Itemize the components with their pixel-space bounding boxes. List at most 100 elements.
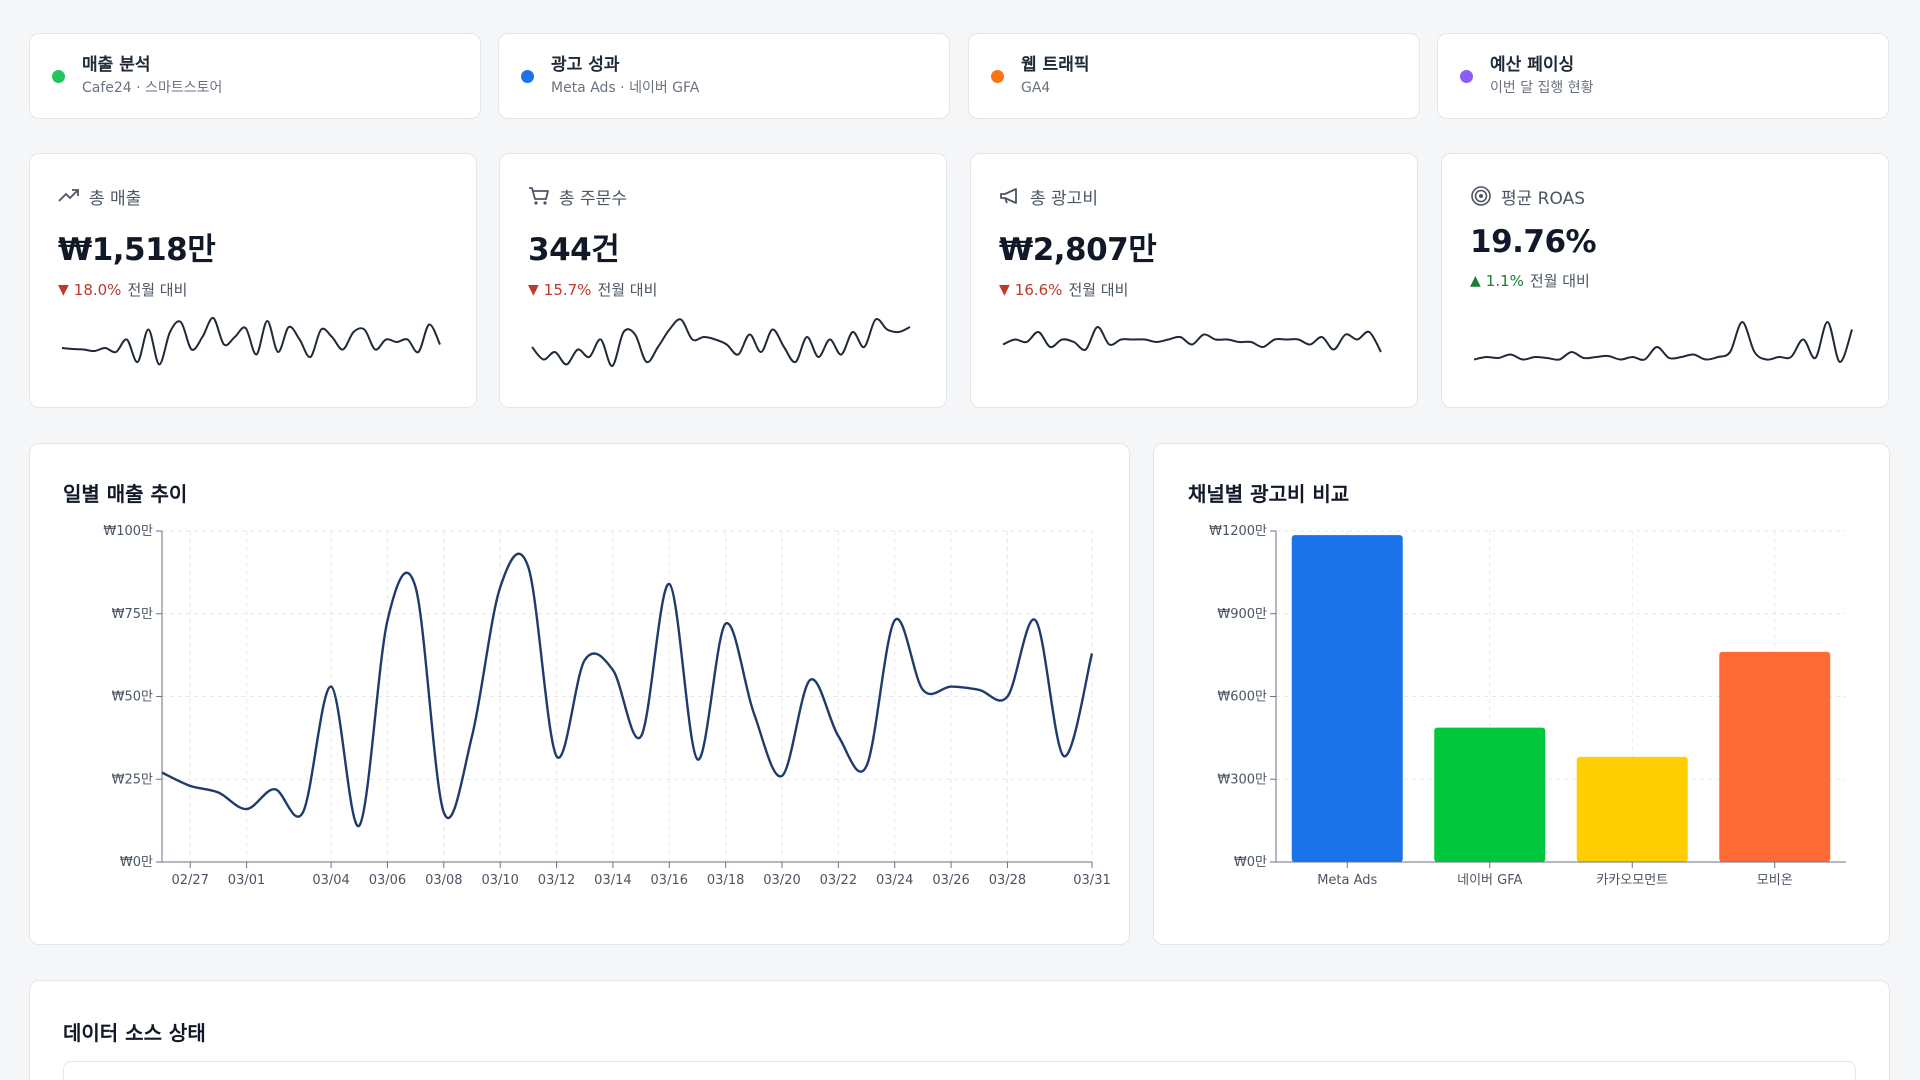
x-tick-label: 네이버 GFA [1457,873,1522,888]
x-tick-label: 03/04 [312,873,349,888]
sparkline-path [531,318,911,368]
x-tick-label: 모비온 [1757,873,1793,888]
x-tick-label: 03/18 [707,873,744,888]
source-tab-title: 웹 트래픽 [1021,55,1090,75]
x-tick-label: 03/28 [989,873,1026,888]
x-tick-label: 03/14 [594,873,631,888]
kpi-change-percent: 1.1% [1485,271,1524,290]
kpi-label: 총 광고비 [999,184,1417,209]
daily-sales-title: 일별 매출 추이 [63,482,188,506]
source-tab-subtitle: Cafe24 · 스마트스토어 [82,80,223,96]
sparkline-path [1002,326,1382,353]
status-dot [521,69,534,83]
kpi-change: ▲ 1.1% 전월 대비 [1470,270,1888,291]
source-tab-title: 광고 성과 [551,55,620,75]
kpi-sparkline [531,318,911,368]
y-tick-label: ₩25만 [112,772,153,787]
data-sources-title: 데이터 소스 상태 [63,1021,206,1045]
kpi-label-text: 총 주문수 [559,188,627,209]
y-tick-label: ₩600만 [1217,690,1267,705]
channel-spend-chart: ₩0만 ₩300만 ₩600만 ₩900만 ₩1200만 Meta Ads 네이버 GFA 카… [1209,524,1846,888]
data-sources-card: 데이터 소스 상태 [29,980,1890,1080]
status-dot [991,69,1004,83]
y-tick-label: ₩50만 [112,690,153,705]
arrow-down-icon: ▼ [528,281,539,298]
kpi-label: 총 매출 [58,184,476,209]
kpi-value: 19.76% [1470,224,1597,260]
kpi-card-1: 총 매출 ₩1,518만 ▼ 18.0% 전월 대비 [29,153,477,408]
trend-up-icon [58,189,79,202]
sparkline-path [1473,320,1853,364]
megaphone-icon [1000,188,1017,204]
source-tab-3[interactable]: 웹 트래픽 GA4 [968,33,1420,119]
cart-icon [529,187,549,205]
kpi-card-4: 평균 ROAS 19.76% ▲ 1.1% 전월 대비 [1441,153,1889,408]
channel-spend-title: 채널별 광고비 비교 [1188,482,1350,506]
x-tick-label: Meta Ads [1317,873,1377,888]
kpi-compare-label: 전월 대비 [1529,272,1590,290]
arrow-down-icon: ▼ [999,281,1010,298]
kpi-change: ▼ 15.7% 전월 대비 [528,279,946,300]
daily-sales-card: 일별 매출 추이 ₩0만 ₩25만 ₩50만 ₩75만 ₩100만 02/27 03/01 0… [29,443,1130,945]
kpi-change: ▼ 16.6% 전월 대비 [999,279,1417,300]
target-icon [1471,186,1491,206]
kpi-change: ▼ 18.0% 전월 대비 [58,279,476,300]
kpi-change-percent: 15.7% [543,280,592,299]
kpi-sparkline [61,317,441,366]
kpi-sparkline [1473,320,1853,364]
kpi-card-2: 총 주문수 344건 ▼ 15.7% 전월 대비 [499,153,947,408]
source-tab-subtitle: Meta Ads · 네이버 GFA [551,80,700,96]
x-tick-label: 03/26 [932,873,969,888]
kpi-card-3: 총 광고비 ₩2,807만 ▼ 16.6% 전월 대비 [970,153,1418,408]
kpi-compare-label: 전월 대비 [1068,281,1129,299]
bar-1 [1291,535,1403,862]
kpi-change-percent: 18.0% [73,280,122,299]
kpi-label: 총 주문수 [528,184,946,209]
sparkline-path [61,317,441,366]
x-tick-label: 03/08 [425,873,462,888]
source-tab-title: 예산 페이싱 [1490,55,1575,75]
y-tick-label: ₩300만 [1217,772,1267,787]
channel-spend-card: 채널별 광고비 비교 ₩0만 ₩300만 ₩600만 ₩900만 ₩1200만 Meta … [1153,443,1890,945]
kpi-label: 평균 ROAS [1470,184,1888,209]
kpi-compare-label: 전월 대비 [127,281,188,299]
x-tick-label: 03/16 [651,873,688,888]
bar-2 [1434,727,1546,862]
kpi-label-text: 총 매출 [89,188,142,209]
status-dot [52,69,65,83]
y-tick-label: ₩1200만 [1209,524,1267,539]
kpi-change-percent: 16.6% [1014,280,1063,299]
daily-sales-chart: ₩0만 ₩25만 ₩50만 ₩75만 ₩100만 02/27 03/01 03/04 03/06… [103,524,1110,888]
x-tick-label: 03/24 [876,873,913,888]
kpi-label-text: 평균 ROAS [1501,188,1585,209]
y-tick-label: ₩900만 [1217,607,1267,622]
sales-line [161,552,1094,827]
y-tick-label: ₩75만 [112,607,153,622]
arrow-down-icon: ▼ [58,281,69,298]
data-sources-table [63,1061,1856,1080]
y-tick-label: ₩0만 [120,855,153,870]
arrow-up-icon: ▲ [1470,272,1481,289]
source-tab-subtitle: 이번 달 집행 현황 [1490,80,1594,96]
kpi-value: ₩2,807만 [999,232,1157,268]
x-tick-label: 03/01 [228,873,265,888]
kpi-value: ₩1,518만 [58,232,216,268]
kpi-value: 344건 [528,232,620,268]
x-tick-label: 03/20 [763,873,800,888]
bar-4 [1719,651,1831,862]
x-tick-label: 카카오모먼트 [1596,873,1668,888]
source-tab-1[interactable]: 매출 분석 Cafe24 · 스마트스토어 [29,33,481,119]
source-tab-2[interactable]: 광고 성과 Meta Ads · 네이버 GFA [498,33,950,119]
x-tick-label: 03/12 [538,873,575,888]
x-tick-label: 03/31 [1073,873,1110,888]
status-dot [1460,69,1473,83]
x-tick-label: 02/27 [171,873,208,888]
kpi-sparkline [1002,326,1382,353]
kpi-compare-label: 전월 대비 [597,281,658,299]
source-tab-title: 매출 분석 [82,55,151,75]
bar-3 [1576,756,1688,862]
y-tick-label: ₩100만 [103,524,153,539]
y-tick-label: ₩0만 [1234,855,1267,870]
x-tick-label: 03/06 [369,873,406,888]
